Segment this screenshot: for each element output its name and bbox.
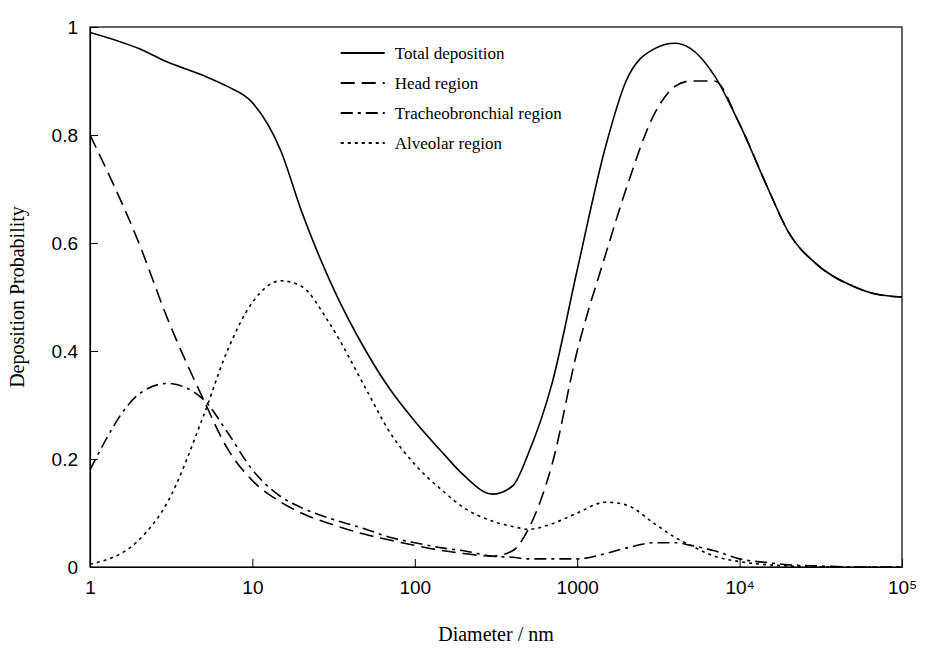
x-tick: 10	[242, 559, 263, 598]
y-axis-line	[90, 28, 91, 568]
y-tick-mark	[90, 459, 98, 460]
legend-label: Total deposition	[395, 44, 505, 63]
x-tick-label: 10⁵	[888, 577, 917, 598]
legend-swatch	[341, 82, 385, 84]
series-line	[90, 81, 902, 556]
y-tick-label: 0.8	[52, 125, 78, 146]
y-tick-label: 1	[67, 17, 78, 38]
x-axis-title: Diameter / nm	[438, 623, 554, 645]
y-tick-mark	[90, 567, 98, 568]
x-tick-mark	[740, 559, 741, 567]
x-tick-label: 1	[85, 577, 96, 598]
x-axis-line	[91, 567, 903, 568]
x-tick-label: 10⁴	[725, 577, 754, 598]
x-axis: 1 10 100 1000 10⁴ 10⁵	[85, 559, 917, 598]
legend: Total deposition Head region Tracheobronch…	[341, 44, 562, 153]
x-tick: 10⁵	[888, 559, 917, 598]
x-tick-mark	[252, 559, 253, 567]
y-tick-mark	[90, 351, 98, 352]
y-tick: 0.4	[52, 341, 98, 362]
y-axis-title: Deposition Probability	[6, 206, 29, 388]
lines	[90, 32, 902, 567]
y-tick: 0.6	[52, 233, 98, 254]
x-tick: 10⁴	[725, 559, 754, 598]
legend-label: Head region	[395, 74, 479, 93]
x-tick: 100	[399, 559, 431, 598]
y-tick: 0.8	[52, 125, 98, 146]
chart: 1 10 100 1000 10⁴ 10⁵ 0 0.2 0.4 0.6 0.8 1 Total depo…	[0, 0, 926, 655]
legend-swatch	[341, 52, 385, 54]
y-tick-label: 0.2	[52, 449, 78, 470]
y-tick: 0	[67, 557, 98, 578]
plot-frame	[90, 27, 902, 567]
y-tick: 1	[67, 17, 98, 38]
x-tick-mark	[415, 559, 416, 567]
x-tick-label: 10	[242, 577, 263, 598]
y-tick-label: 0	[67, 557, 78, 578]
y-tick-label: 0.4	[52, 341, 79, 362]
x-tick-label: 1000	[557, 577, 599, 598]
x-tick: 1000	[557, 559, 599, 598]
legend-label: Tracheobronchial region	[395, 104, 562, 123]
legend-label: Alveolar region	[395, 134, 503, 153]
series-line	[90, 281, 902, 567]
y-tick-label: 0.6	[52, 233, 78, 254]
y-tick-mark	[90, 27, 98, 28]
x-tick-mark	[902, 559, 903, 567]
x-tick-label: 100	[399, 577, 431, 598]
y-axis: 0 0.2 0.4 0.6 0.8 1	[52, 17, 98, 578]
x-tick-mark	[577, 559, 578, 567]
series-line	[90, 383, 902, 567]
plot: 1 10 100 1000 10⁴ 10⁵ 0 0.2 0.4 0.6 0.8 1 Total depo…	[52, 17, 917, 599]
legend-swatch	[341, 112, 385, 114]
series-line	[90, 32, 902, 494]
legend-swatch	[341, 142, 385, 144]
y-tick-mark	[90, 243, 98, 244]
